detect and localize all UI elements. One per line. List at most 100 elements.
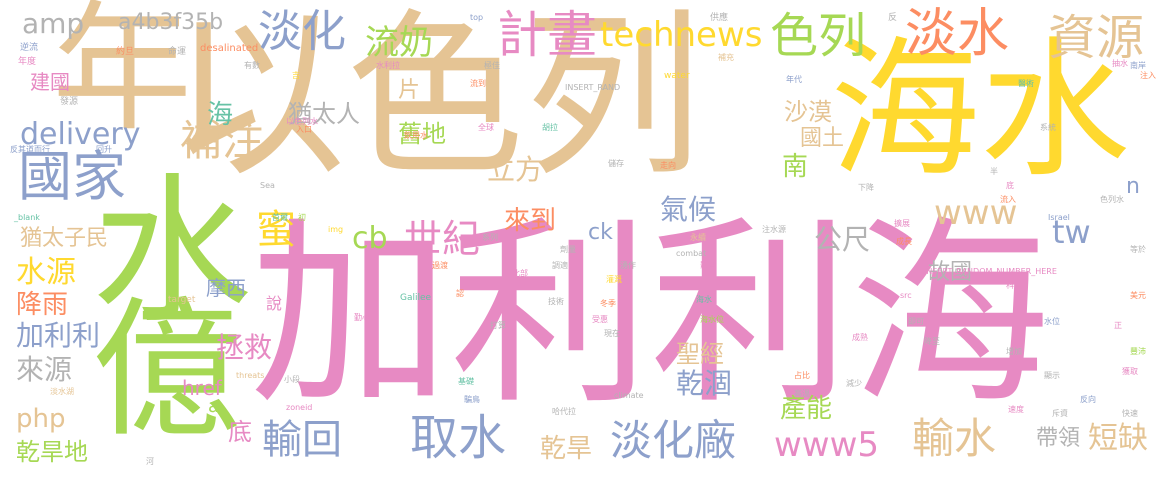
word-small-6: 命運 xyxy=(168,47,187,57)
word-small-52: 過渡 xyxy=(432,261,448,270)
word-hai: 海 xyxy=(207,100,234,130)
word-small-27: 胡拉 xyxy=(542,123,558,132)
word-mi: 蜜 xyxy=(256,207,296,253)
word-pian: 片 xyxy=(398,78,421,103)
word-small-54: 湧作 xyxy=(620,261,636,270)
word-small-0: 逆流 xyxy=(20,43,39,53)
word-small-12: 水利拉 xyxy=(376,61,400,70)
word-shushui: 輸水 xyxy=(912,414,997,463)
word-small-42: Israel xyxy=(1048,213,1070,222)
word-small-80: 小段 xyxy=(284,375,300,384)
word-ganhan: 乾旱 xyxy=(540,434,593,464)
word-small-3: 反其道而行 xyxy=(10,145,50,154)
word-qushui: 取水 xyxy=(410,410,507,466)
word-small-83: 減少 xyxy=(846,379,862,388)
word-small-18: 抽水 xyxy=(1112,59,1128,68)
word-small-60: 認 xyxy=(456,289,464,298)
word-small-79: 基礎 xyxy=(458,377,474,386)
word-small-78: 獲取 xyxy=(1122,367,1138,376)
word-shuiyuan: 水源 xyxy=(16,255,76,290)
word-jialili: 加利利 xyxy=(16,319,101,352)
word-laidao: 來到 xyxy=(504,206,557,236)
word-small-38: 首爾 xyxy=(272,213,288,222)
word-guotu: 國土 xyxy=(800,126,845,151)
word-selie: 色列 xyxy=(770,8,867,64)
word-jiudi: 舊地 xyxy=(398,120,446,148)
word-shamo: 沙漠 xyxy=(784,98,832,126)
word-amp: amp xyxy=(22,7,85,40)
word-jianguo: 建國 xyxy=(30,70,70,94)
word-nian: 年 xyxy=(52,0,193,151)
word-small-4: 回升 xyxy=(96,145,112,154)
word-danshui: 淡水 xyxy=(905,4,1010,64)
word-small-25: 入口 xyxy=(296,125,312,134)
word-small-11: 南岸 xyxy=(1130,61,1146,70)
word-small-2: 發源 xyxy=(60,97,79,107)
word-small-43: 流入 xyxy=(1000,195,1016,204)
word-small-69: 受惠 xyxy=(592,315,608,324)
word-small-55: src xyxy=(900,291,912,300)
word-shuhui: 輸回 xyxy=(262,417,342,463)
word-small-96: 極佳 xyxy=(484,61,500,70)
word-small-51: 等於 xyxy=(1130,245,1146,254)
word-small-36: _blank xyxy=(14,213,40,222)
word-small-47: 劑量 xyxy=(560,245,576,254)
word-small-94: 速度 xyxy=(1008,405,1024,414)
word-small-95: combat xyxy=(676,249,707,258)
word-www: www xyxy=(934,193,1018,233)
word-cb: cb xyxy=(352,221,388,256)
word-zhengjiu: 拯救 xyxy=(216,331,273,364)
word-www5: www5 xyxy=(774,425,880,465)
word-small-58: 正 xyxy=(1114,321,1122,330)
word-jihua: 計畫 xyxy=(497,6,597,64)
word-moxi: 摩西 xyxy=(206,276,246,300)
word-yi: 億 xyxy=(92,284,243,458)
word-small-13: 有數 xyxy=(244,61,260,70)
word-haishui: 海水 xyxy=(830,24,1131,198)
word-youtairen: 猶太人 xyxy=(288,100,360,128)
word-small-48: 影響 xyxy=(700,261,716,270)
word-small-53: 調適 xyxy=(552,261,568,270)
word-ziyuan: 資源 xyxy=(1048,10,1145,66)
word-small-14: 吉 xyxy=(292,71,300,80)
word-liunai: 流奶 xyxy=(365,23,433,63)
word-small-72: 降至 xyxy=(924,337,940,346)
word-small-26: 飲用水 xyxy=(404,131,428,140)
word-small-7: desalinated xyxy=(200,43,259,54)
word-daining: 帶領 xyxy=(1036,426,1081,451)
word-small-82: 占比 xyxy=(794,371,810,380)
word-small-23: 全球 xyxy=(478,123,494,132)
word-duanque: 短缺 xyxy=(1088,421,1148,456)
word-n: n xyxy=(1126,174,1140,199)
word-small-33: 下降 xyxy=(858,183,874,192)
word-small-92: 快速 xyxy=(1122,409,1138,418)
word-small-45: 成長 xyxy=(896,237,912,246)
word-small-62: 冬季 xyxy=(600,299,616,308)
word-delivery: delivery xyxy=(20,117,141,152)
word-small-44: 擴展 xyxy=(894,219,910,228)
word-shengjing: 聖經 xyxy=(676,340,724,368)
word-small-93: 河 xyxy=(146,457,154,466)
word-shiji: 世紀 xyxy=(404,217,481,261)
word-danhua: 淡化 xyxy=(258,6,346,57)
word-hash: a4b3f35b xyxy=(118,10,224,35)
word-small-40: 注水源 xyxy=(762,225,786,234)
word-small-1: 年度 xyxy=(18,57,37,67)
word-small-61: 灌溉 xyxy=(606,275,622,284)
word-small-81: 顯示 xyxy=(1044,371,1060,380)
word-small-65: target xyxy=(168,295,196,305)
word-small-70: 海水位 xyxy=(700,315,724,324)
word-danhuachang: 淡化廠 xyxy=(610,416,737,465)
word-jialilihai: 加利利海 xyxy=(250,199,1051,432)
word-small-89: zoneid xyxy=(286,403,313,412)
word-small-85: climate xyxy=(614,391,644,400)
word-small-73: 成熟 xyxy=(852,333,868,342)
word-small-8: top xyxy=(470,13,484,22)
word-small-59: 美元 xyxy=(1130,291,1146,300)
word-small-76: 增加 xyxy=(1006,347,1022,356)
word-small-64: 勤心 xyxy=(354,313,370,322)
word-small-28: 儲存 xyxy=(608,159,624,168)
word-small-88: 反向 xyxy=(1080,395,1096,404)
word-channeng: 產能 xyxy=(780,394,833,424)
word-yiselie: 以色列 xyxy=(168,0,702,200)
